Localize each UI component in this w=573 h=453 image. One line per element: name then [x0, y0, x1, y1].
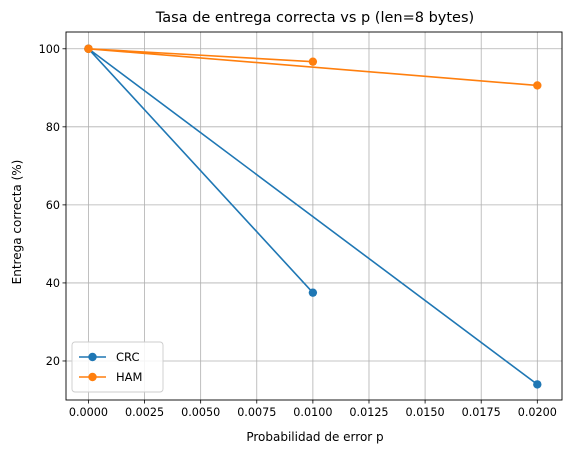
- data-point-ham: [308, 57, 318, 66]
- x-tick-label: 0.0200: [518, 406, 557, 419]
- x-tick-label: 0.0000: [69, 406, 108, 419]
- x-tick-label: 0.0100: [293, 406, 332, 419]
- chart-title: Tasa de entrega correcta vs p (len=8 byt…: [155, 10, 474, 26]
- y-tick-label: 40: [46, 277, 60, 290]
- y-tick-label: 100: [39, 43, 60, 56]
- x-tick-label: 0.0125: [349, 406, 388, 419]
- legend-label-ham: HAM: [116, 370, 142, 384]
- data-point-ham: [84, 44, 93, 53]
- x-tick-label: 0.0175: [462, 406, 501, 419]
- series-group: [84, 44, 542, 389]
- series-line-crc: [87, 47, 538, 386]
- y-tick-label: 20: [46, 355, 60, 368]
- grid: [66, 32, 562, 400]
- data-point-crc: [533, 380, 542, 389]
- x-axis-label: Probabilidad de error p: [246, 430, 383, 444]
- y-tick-label: 80: [46, 121, 60, 134]
- legend-marker-ham: [88, 372, 97, 382]
- legend-item-ham: HAM: [79, 370, 142, 384]
- x-tick-label: 0.0150: [406, 406, 445, 419]
- legend-label-crc: CRC: [116, 350, 139, 364]
- legend: CRC HAM: [71, 341, 164, 393]
- axis-ticks: 0.0000 0.0025 0.0050 0.0075 0.0100 0.0125 0.01…: [39, 43, 557, 419]
- plot-area-frame: [65, 31, 563, 401]
- data-point-crc: [308, 288, 318, 297]
- series-line-ham: [87, 47, 538, 87]
- y-tick-label: 60: [46, 199, 60, 212]
- data-point-ham: [533, 81, 542, 90]
- x-tick-label: 0.0050: [181, 406, 220, 419]
- legend-marker-crc: [88, 352, 97, 362]
- legend-item-crc: CRC: [79, 350, 139, 364]
- y-axis-label: Entrega correcta (%): [10, 160, 24, 285]
- series-ham: [84, 44, 542, 90]
- x-tick-label: 0.0025: [125, 406, 164, 419]
- x-tick-label: 0.0075: [237, 406, 276, 419]
